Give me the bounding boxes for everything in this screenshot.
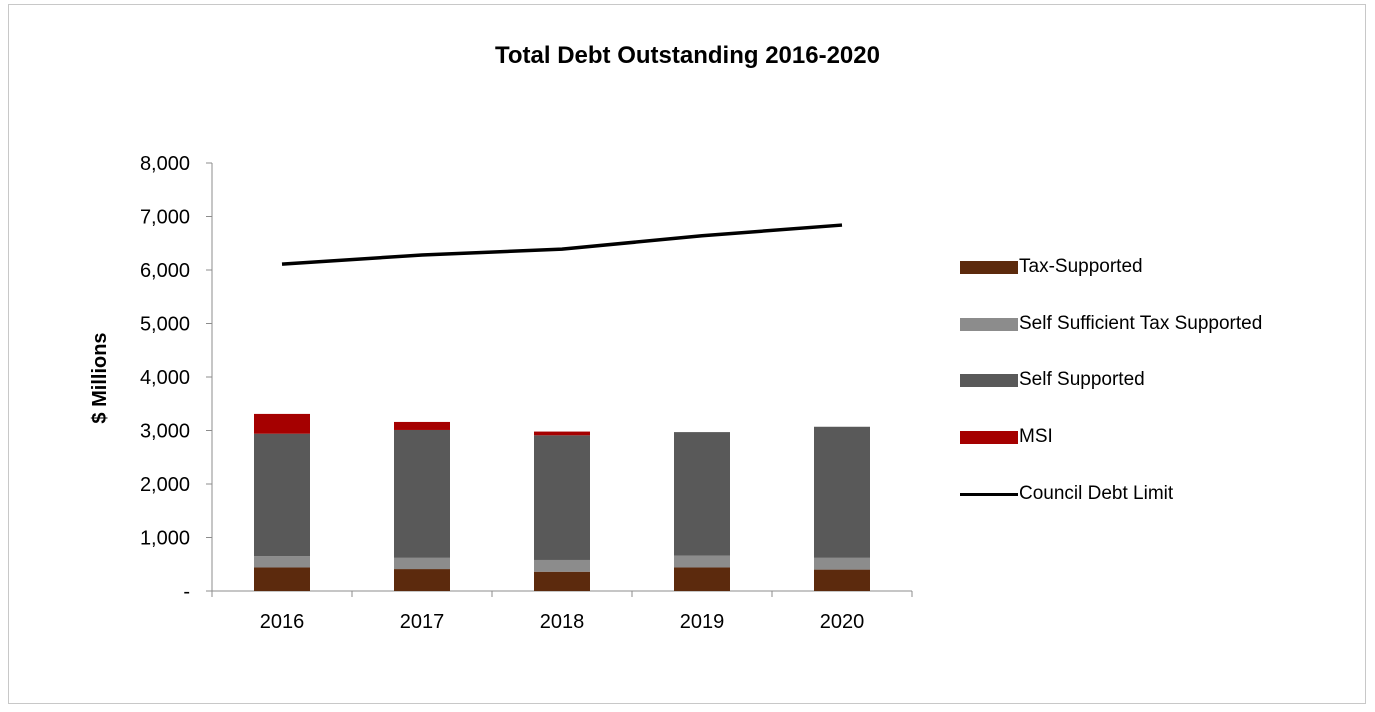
x-tick-label: 2018 (540, 611, 585, 633)
x-tick-label: 2019 (680, 611, 725, 633)
y-tick-label: 6,000 (140, 260, 190, 282)
legend-label-msi: MSI (1019, 426, 1053, 447)
y-tick-label: 5,000 (140, 314, 190, 336)
x-tick-label: 2020 (820, 611, 865, 633)
tick-labels: - 1,000 2,000 3,000 4,000 5,000 6,000 7,000 8,00… (140, 153, 864, 633)
bar-segment (254, 567, 310, 591)
y-tick-label: 3,000 (140, 421, 190, 443)
bar-segment (254, 433, 310, 557)
bar-segment (394, 569, 450, 591)
bar-segment (254, 413, 310, 434)
bars (254, 413, 870, 591)
legend-item-msi: MSI (960, 425, 1053, 449)
y-tick-label: 2,000 (140, 474, 190, 496)
bar-segment (814, 557, 870, 570)
council-debt-limit-line (281, 223, 843, 266)
x-tick-label: 2016 (260, 611, 305, 633)
y-tick-label: 4,000 (140, 367, 190, 389)
bar-segment (674, 555, 730, 568)
legend-item-self-sufficient: Self Sufficient Tax Supported (960, 312, 1262, 336)
legend-item-council-debt-limit: Council Debt Limit (960, 482, 1173, 506)
legend-swatch-tax-supported (960, 260, 1018, 274)
legend-label-self-supported: Self Supported (1019, 369, 1145, 390)
legend-swatch-msi (960, 430, 1018, 444)
bar-segment (814, 569, 870, 591)
legend-label-tax-supported: Tax-Supported (1019, 256, 1143, 277)
bar-segment (674, 432, 730, 556)
y-tick-label: 7,000 (140, 207, 190, 229)
y-tick-label: 1,000 (140, 528, 190, 550)
legend-label-council-debt-limit: Council Debt Limit (1019, 483, 1174, 504)
bar-segment (534, 435, 590, 560)
bar-segment (674, 567, 730, 591)
y-tick-label: 8,000 (140, 153, 190, 175)
bar-segment (394, 557, 450, 570)
lines (281, 223, 843, 266)
legend-swatch-self-supported (960, 373, 1018, 387)
legend-label-self-sufficient: Self Sufficient Tax Supported (1019, 313, 1263, 334)
legend-swatch-council-debt-limit (960, 492, 1018, 496)
bar-segment (534, 571, 590, 591)
legend-item-tax-supported: Tax-Supported (960, 255, 1143, 279)
bar-segment (254, 556, 310, 568)
bar-segment (814, 426, 870, 558)
bar-segment (394, 429, 450, 558)
y-axis-label: $ Millions (89, 332, 111, 423)
y-tick-label: - (183, 581, 190, 603)
chart-title: Total Debt Outstanding 2016-2020 (495, 42, 880, 69)
bar-segment (534, 431, 590, 436)
legend-swatch-self-sufficient (960, 317, 1018, 331)
bar-segment (534, 559, 590, 572)
bar-segment (394, 421, 450, 430)
x-tick-label: 2017 (400, 611, 445, 633)
legend-item-self-supported: Self Supported (960, 368, 1145, 392)
